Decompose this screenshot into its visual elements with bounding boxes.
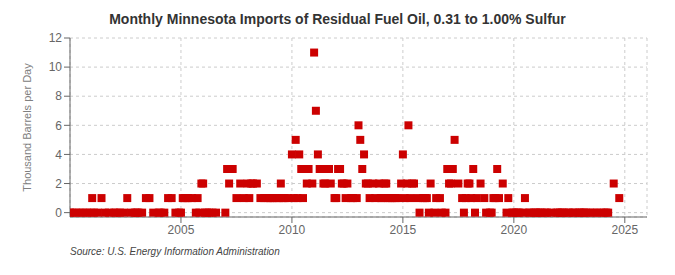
svg-text:4: 4 xyxy=(55,148,62,162)
svg-text:2015: 2015 xyxy=(390,223,417,237)
svg-text:2020: 2020 xyxy=(500,223,527,237)
svg-text:12: 12 xyxy=(49,31,63,45)
svg-text:0: 0 xyxy=(55,206,62,220)
svg-text:2: 2 xyxy=(55,177,62,191)
svg-text:10: 10 xyxy=(49,60,63,74)
svg-text:6: 6 xyxy=(55,119,62,133)
svg-text:8: 8 xyxy=(55,89,62,103)
svg-text:Thousand Barrels per Day: Thousand Barrels per Day xyxy=(21,63,33,192)
html-text:Source: U.S. Energy Informatio: Source: U.S. Energy Information Administ… xyxy=(70,246,280,257)
html-text:Monthly Minnesota Imports of R: Monthly Minnesota Imports of Residual Fu… xyxy=(109,11,566,27)
svg-text:2010: 2010 xyxy=(279,223,306,237)
svg-text:2005: 2005 xyxy=(168,223,195,237)
svg-text:2025: 2025 xyxy=(611,223,638,237)
